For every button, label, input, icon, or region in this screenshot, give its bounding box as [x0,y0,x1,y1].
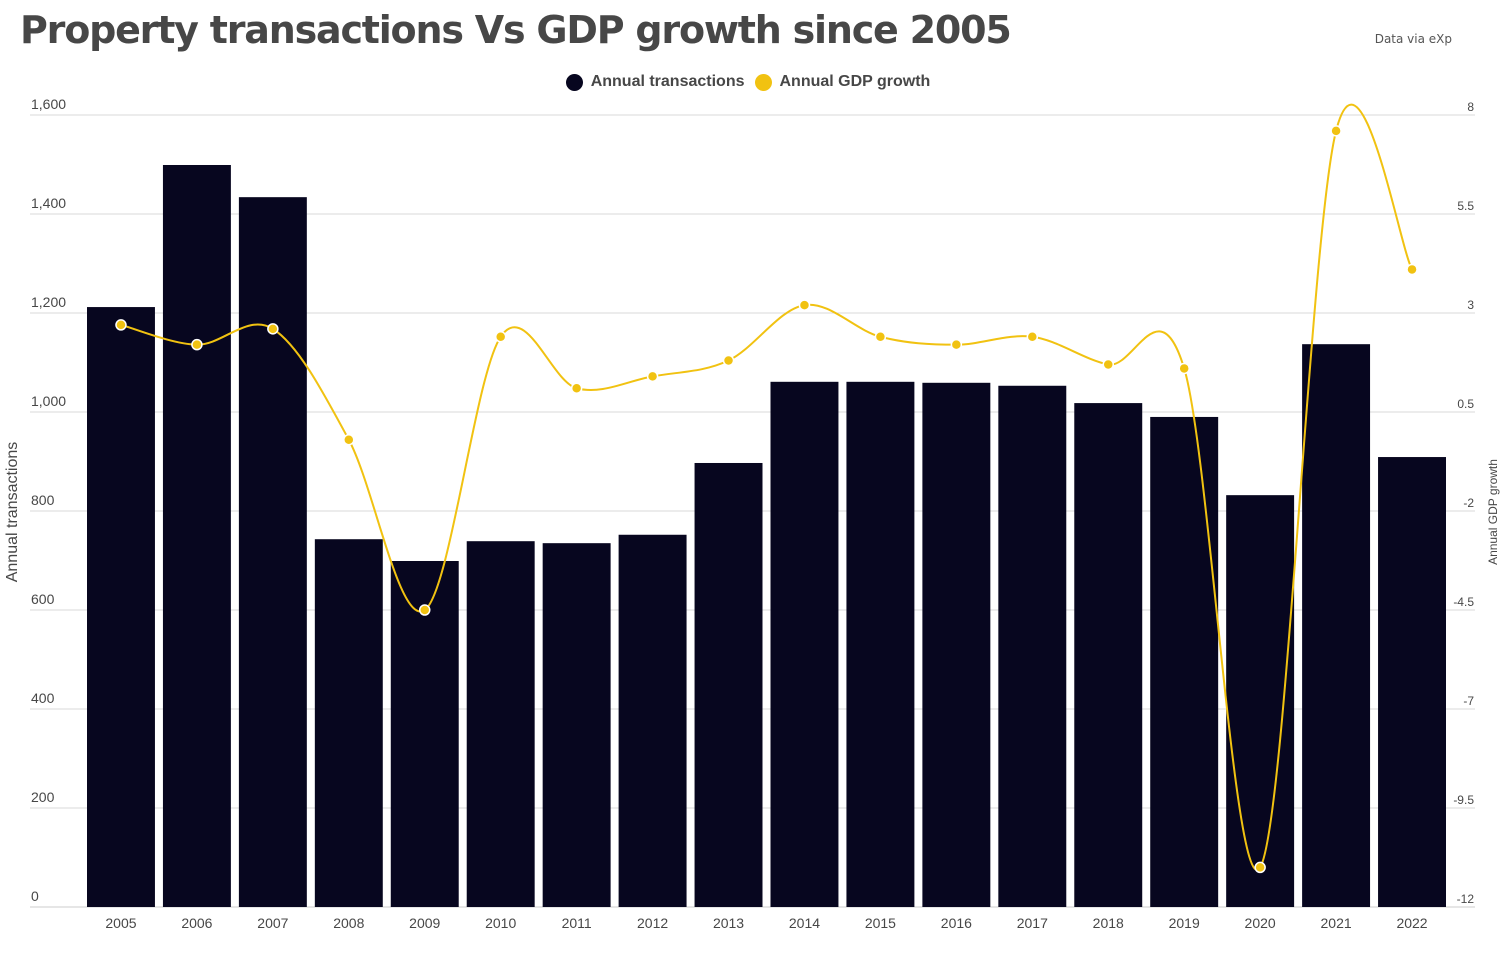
gdp-point-2006[interactable] [191,338,203,351]
y2-tick-label: -9.5 [1453,793,1474,807]
x-tick-label: 2017 [1017,915,1048,931]
x-tick-label: 2012 [637,915,668,931]
legend-label-transactions: Annual transactions [590,73,745,90]
y-tick-label: 600 [31,591,55,607]
legend-label-gdp: Annual GDP growth [779,73,931,90]
x-tick-label: 2016 [941,915,972,931]
bar-2016[interactable] [922,382,991,907]
gdp-point-2016[interactable] [950,338,963,351]
bar-2005[interactable] [87,307,155,907]
x-tick-label: 2009 [409,915,440,931]
gdp-point-2011[interactable] [570,382,583,394]
gdp-point-2021[interactable] [1330,125,1342,137]
bar-2012[interactable] [618,534,687,907]
legend-item-transactions[interactable]: Annual transactions [565,73,745,91]
y-tick-label: 1,200 [31,294,66,310]
y2-tick-label: -4.5 [1453,595,1474,609]
gdp-point-2019[interactable] [1178,362,1190,375]
bar-2022[interactable] [1378,457,1446,907]
x-tick-label: 2022 [1396,915,1427,931]
gdp-point-2017[interactable] [1026,331,1039,343]
bar-2006[interactable] [162,164,231,907]
legend-swatch-gdp [754,73,772,91]
bar-series [87,164,1446,908]
x-tick-label: 2005 [105,915,136,931]
bar-2011[interactable] [542,543,611,907]
x-tick-label: 2018 [1093,915,1124,931]
bar-2015[interactable] [846,381,915,907]
bar-2018[interactable] [1074,403,1143,907]
x-tick-label: 2010 [485,915,516,931]
chart-title: Property transactions Vs GDP growth sinc… [20,8,1012,52]
x-tick-label: 2007 [257,915,288,931]
y2-axis-title: Annual GDP growth [1486,459,1500,565]
x-tick-label: 2013 [713,915,744,931]
bar-2008[interactable] [314,539,383,907]
y-tick-label: 400 [31,690,55,706]
gdp-point-2010[interactable] [494,331,507,343]
x-tick-label: 2021 [1321,915,1352,931]
gdp-point-2008[interactable] [343,433,355,446]
y-axis-left: 0 200 400 600 800 1,000 1,200 1,400 1,600 [31,96,66,904]
x-tick-label: 2006 [181,915,212,931]
y-tick-label: 200 [31,789,55,805]
y-tick-label: 1,000 [31,393,66,409]
gdp-point-2014[interactable] [798,299,811,311]
y2-tick-label: 3 [1467,298,1474,312]
legend: Annual transactions Annual GDP growth [0,73,1500,91]
gdp-line [120,104,1413,871]
source-note: Data via eXp [1374,32,1452,46]
y-axis-right: -12 -9.5 -7 -4.5 -2 0.5 3 5.5 8 [1453,100,1474,906]
gdp-point-2020[interactable] [1254,861,1266,874]
bar-2009[interactable] [390,560,459,907]
y2-tick-label: -12 [1457,892,1475,906]
x-tick-label: 2008 [333,915,364,931]
y2-tick-label: -2 [1463,496,1474,510]
gdp-point-2007[interactable] [267,323,279,335]
gdp-point-2018[interactable] [1102,358,1114,371]
legend-swatch-transactions [565,73,583,91]
gdp-point-2013[interactable] [722,354,735,367]
gdp-point-2009[interactable] [419,604,431,616]
y-tick-label: 1,400 [31,195,66,211]
bar-2013[interactable] [694,462,763,907]
x-tick-label: 2011 [562,915,592,931]
bar-2021[interactable] [1302,344,1371,907]
x-axis: 2005 2006 2007 2008 2009 2010 2011 2012 2013 2014… [105,915,1427,931]
gdp-point-2022[interactable] [1406,263,1418,276]
bar-2007[interactable] [238,197,307,908]
bar-2017[interactable] [998,385,1067,907]
legend-item-gdp[interactable]: Annual GDP growth [754,73,931,91]
gdp-point-2015[interactable] [874,331,887,343]
y-tick-label: 1,600 [31,96,66,112]
x-tick-label: 2020 [1245,915,1276,931]
y-tick-label: 800 [31,492,55,508]
y-tick-label: 0 [31,888,39,904]
bar-2019[interactable] [1150,416,1219,907]
y2-tick-label: 5.5 [1457,199,1474,213]
gdp-point-2012[interactable] [646,370,659,383]
y2-tick-label: 0.5 [1457,397,1474,411]
x-tick-label: 2014 [789,915,820,931]
y-axis-title: Annual transactions [4,442,21,583]
x-tick-label: 2015 [865,915,896,931]
bar-2010[interactable] [466,541,535,907]
y2-tick-label: -7 [1463,694,1474,708]
bar-2014[interactable] [770,381,839,907]
x-tick-label: 2019 [1169,915,1200,931]
line-series [115,104,1418,874]
y2-tick-label: 8 [1467,100,1474,114]
gdp-point-2005[interactable] [115,319,127,331]
